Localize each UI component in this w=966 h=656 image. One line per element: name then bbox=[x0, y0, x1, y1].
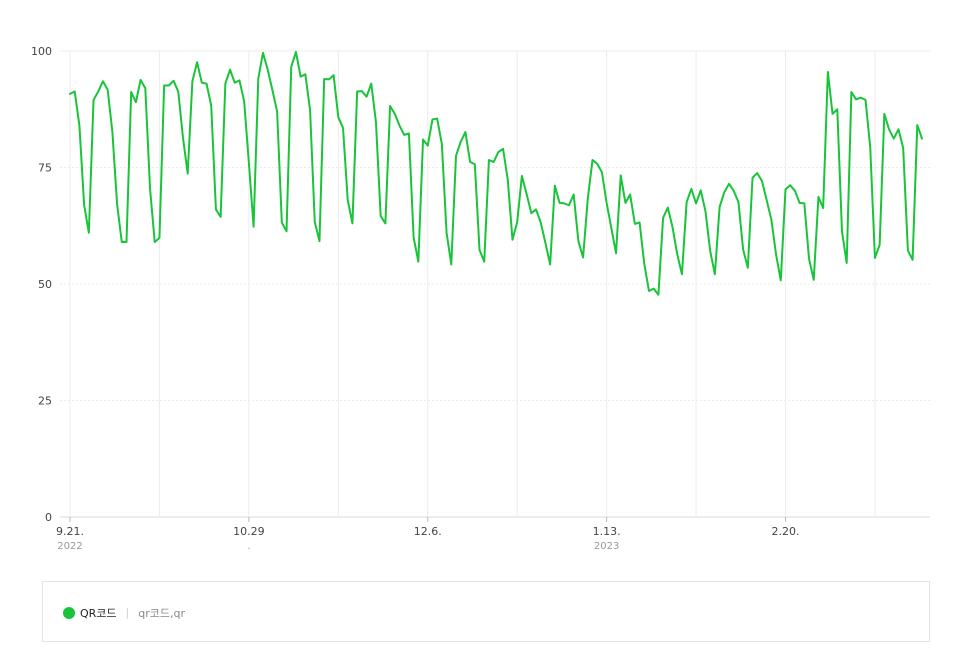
y-tick-label-100: 100 bbox=[31, 45, 52, 58]
y-tick-label-25: 25 bbox=[38, 395, 52, 408]
x-tick-label: 2.20. bbox=[771, 525, 799, 538]
green-circle-icon bbox=[63, 606, 75, 619]
gridlines bbox=[60, 50, 930, 518]
x-tick-label: 10.29 bbox=[233, 525, 265, 538]
x-tick-label: 9.21. bbox=[56, 525, 84, 538]
legend-keywords: qr코드,qr bbox=[138, 606, 186, 620]
x-tick-label: 12.6. bbox=[414, 525, 442, 538]
y-axis-ticks: 0 25 50 75 100 bbox=[31, 45, 52, 524]
series-layer bbox=[69, 50, 923, 296]
legend-separator: | bbox=[125, 606, 130, 619]
legend-series-name: QR코드 bbox=[80, 606, 117, 620]
legend-box: QR코드 | qr코드,qr bbox=[42, 581, 930, 642]
x-tick-label: 1.13. bbox=[593, 525, 621, 538]
x-axis-ticks: 9.21. 2022 10.29. 12.6. 1.13. 2023 2.20. bbox=[56, 517, 799, 552]
y-tick-label-50: 50 bbox=[38, 278, 52, 291]
x-tick-sublabel: . bbox=[247, 541, 250, 552]
series-line-qr-code bbox=[69, 50, 923, 296]
x-tick-sublabel: 2023 bbox=[594, 541, 619, 552]
y-tick-label-75: 75 bbox=[38, 162, 52, 175]
legend-item-qr-code[interactable]: QR코드 | qr코드,qr bbox=[63, 582, 185, 643]
line-chart: 0 25 50 75 100 9.21. 2022 10.29. 12.6. 1.13. 2023… bbox=[31, 45, 930, 552]
x-tick-sublabel: 2022 bbox=[57, 541, 82, 552]
y-tick-label-0: 0 bbox=[45, 511, 52, 524]
